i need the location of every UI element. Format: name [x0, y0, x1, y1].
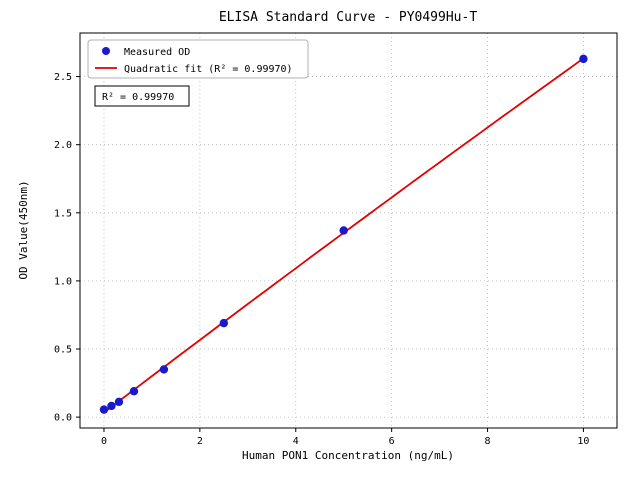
x-tick-label: 2 — [197, 436, 203, 447]
y-tick-label: 0.5 — [54, 345, 72, 356]
legend-marker-measured-od — [102, 47, 110, 55]
x-tick-label: 10 — [577, 436, 589, 447]
x-tick-label: 6 — [389, 436, 395, 447]
grid-layer — [80, 33, 617, 428]
annotation-box — [94, 85, 190, 107]
x-tick-label: 8 — [485, 436, 491, 447]
annotation-text: R² = 0.99970 — [102, 92, 174, 103]
y-tick-label: 1.0 — [54, 276, 72, 287]
plot-border — [79, 32, 618, 429]
plot-frame — [79, 32, 618, 429]
x-tick-label: 4 — [293, 436, 299, 447]
chart-title: ELISA Standard Curve - PY0499Hu-T — [219, 10, 477, 25]
data-point — [114, 397, 124, 407]
data-point — [107, 401, 116, 411]
legend: Measured OD Quadratic fit (R² = 0.99970) — [87, 39, 309, 79]
data-points-layer — [99, 54, 588, 414]
y-tick-label: 0.0 — [54, 413, 72, 424]
legend-label-quadratic-fit: Quadratic fit (R² = 0.99970) — [124, 64, 293, 75]
y-tick-label: 1.5 — [54, 208, 72, 219]
y-axis-label: OD Value(450nm) — [17, 180, 30, 279]
legend-box — [87, 39, 309, 79]
x-tick-label: 0 — [101, 436, 107, 447]
data-point — [219, 318, 229, 328]
axis-ticks: 0 2 4 6 8 10 0.0 0.5 1.0 1.5 2.0 2.5 — [54, 72, 590, 447]
legend-label-measured-od: Measured OD — [124, 47, 190, 58]
x-axis-label: Human PON1 Concentration (ng/mL) — [242, 449, 454, 462]
r-squared-annotation: R² = 0.99970 — [94, 85, 190, 107]
data-point — [99, 405, 109, 414]
data-point — [579, 54, 588, 64]
fit-line-layer — [103, 57, 584, 414]
quadratic-fit-line — [103, 57, 584, 414]
y-tick-label: 2.5 — [54, 72, 72, 83]
data-point — [339, 226, 348, 235]
y-tick-label: 2.0 — [54, 140, 72, 151]
data-point — [159, 365, 169, 374]
data-point — [129, 387, 139, 396]
